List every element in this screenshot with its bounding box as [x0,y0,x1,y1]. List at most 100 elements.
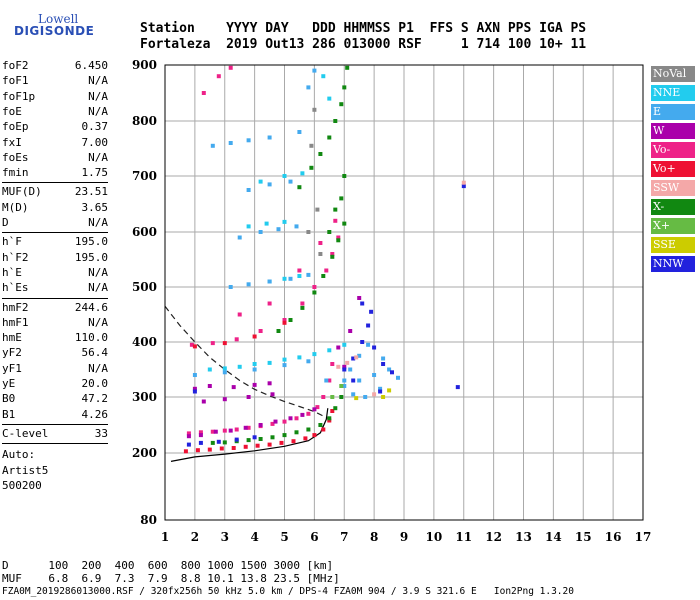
profile-curve [170,408,329,462]
data-point [192,344,197,349]
data-point [231,385,236,390]
param-key: D [2,216,9,229]
data-point [189,342,194,347]
legend-item-nne: NNE [651,85,695,101]
param-row: foEs N/A [2,151,108,165]
data-point [198,430,203,435]
param-divider [2,232,108,234]
param-row: foE N/A [2,105,108,119]
series-x [330,384,344,399]
series-nne [207,74,347,372]
param-row: hmE 110.0 [2,331,108,345]
param-key: C-level [2,426,49,440]
param-value: 33 [94,426,108,440]
data-point [252,382,257,387]
ionogram-chart: 1 2 3 4 5 6 7 8 9 10 11 12 13 14 15 16 17802003004005006… [132,58,651,544]
param-divider [2,443,108,445]
param-key: hmF2 [2,300,29,314]
data-point [297,355,302,360]
data-point [306,272,311,277]
param-row: yF2 56.4 [2,346,108,360]
data-point [222,366,227,371]
param-row: yF1 N/A [2,362,108,376]
data-point [207,384,212,388]
data-point [461,180,466,185]
x-tick-label: 15 [575,530,592,544]
data-point [192,373,197,377]
data-point [312,107,317,112]
data-point [330,252,335,256]
data-point [246,395,251,399]
param-value: 6.450 [74,59,108,72]
data-point [282,320,287,325]
chart-curves [164,305,329,462]
data-point [258,423,263,427]
x-tick-label: 7 [340,530,348,544]
data-point [327,378,332,383]
data-point [210,429,215,434]
data-point [333,119,338,123]
param-row: h`F2 195.0 [2,251,108,265]
param-value: 56.4 [81,346,109,360]
data-point [192,386,197,391]
data-point [186,434,191,439]
data-point [201,399,206,404]
data-point [198,433,203,438]
data-point [387,367,392,372]
param-row: MUF(D) 23.51 [2,185,108,199]
data-point [306,359,311,364]
data-point [342,85,347,90]
data-point [192,389,197,394]
param-key: B1 [2,407,16,421]
param-key: h`F2 [2,250,29,264]
data-point [381,356,386,361]
data-point [222,341,227,346]
param-value: 3.65 [81,200,109,214]
data-point [267,135,272,140]
data-point [252,435,257,440]
param-divider [2,423,108,425]
dashed-curve [164,305,329,419]
footer-muf-row: MUF 6.8 6.9 7.3 7.9 8.8 10.1 13.8 23.5 [… [2,572,340,585]
data-point [300,305,305,310]
data-point [396,375,400,380]
data-point [300,301,305,306]
param-row: foF2 6.450 [2,59,108,73]
data-point [258,179,263,184]
data-point [390,370,394,375]
data-point [273,419,278,424]
param-value: 23.51 [74,185,108,199]
legend-item-sse: SSE [651,237,695,253]
data-point [342,221,347,226]
data-point [345,360,350,365]
data-point [228,428,233,433]
data-point [246,282,251,287]
data-point [339,384,344,388]
param-row: h`Es N/A [2,281,108,295]
header-values: Fortaleza 2019 Out13 286 013000 RSF 1 71… [140,37,587,52]
data-point [216,74,221,79]
data-point [246,138,251,143]
series-e [192,68,400,399]
data-point [327,418,332,423]
data-point [222,440,227,445]
x-tick-label: 16 [605,530,622,544]
param-row: h`E N/A [2,266,108,280]
data-point [333,207,338,212]
data-point [255,443,260,448]
data-point [342,367,347,372]
y-tick-label: 200 [132,446,157,460]
data-point [387,388,392,393]
data-point [228,65,233,70]
param-key: fmin [2,166,29,180]
data-point [315,207,320,212]
series-nnw [186,184,466,447]
param-value: 1.75 [81,166,109,180]
series-sse [354,388,392,401]
param-key: foE [2,104,22,118]
data-point [312,352,317,357]
param-value: 7.00 [81,135,109,149]
footer-file-info: FZA0M_2019286013000.RSF / 320fx256h 50 k… [2,586,574,597]
legend-item-w: W [651,123,695,139]
data-point [333,406,338,411]
